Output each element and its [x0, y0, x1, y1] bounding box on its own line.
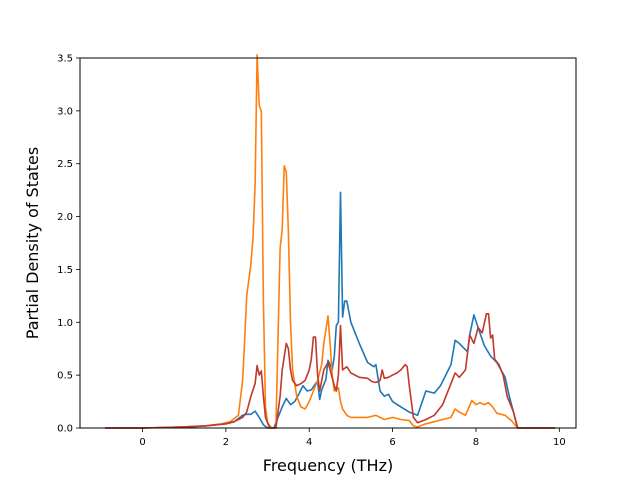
x-tick-label: 6 — [389, 437, 395, 448]
series-line-2 — [105, 53, 556, 429]
y-tick-label: 1.0 — [57, 318, 73, 329]
x-axis-ticks: 0 2 4 6 8 10 — [139, 428, 566, 448]
y-tick-label: 3.5 — [57, 54, 73, 65]
plot-frame — [79, 57, 577, 429]
y-tick-label: 2.0 — [57, 212, 73, 223]
x-tick-label: 8 — [473, 437, 479, 448]
y-tick-label: 0.0 — [57, 424, 73, 435]
y-axis-ticks: 0.0 0.5 1.0 1.5 2.0 2.5 3.0 3.5 — [57, 54, 80, 435]
y-tick-label: 3.0 — [57, 106, 73, 117]
x-tick-label: 10 — [553, 437, 566, 448]
x-tick-label: 2 — [223, 437, 229, 448]
x-axis-label: Frequency (THz) — [263, 456, 393, 475]
series-line-3 — [105, 312, 556, 429]
y-tick-label: 2.5 — [57, 159, 73, 170]
series-line-1 — [105, 191, 556, 429]
x-tick-label: 4 — [306, 437, 312, 448]
x-tick-label: 0 — [139, 437, 145, 448]
y-axis-label: Partial Density of States — [23, 147, 42, 339]
y-tick-label: 1.5 — [57, 265, 73, 276]
series-layer — [105, 53, 556, 429]
y-tick-label: 0.5 — [57, 371, 73, 382]
